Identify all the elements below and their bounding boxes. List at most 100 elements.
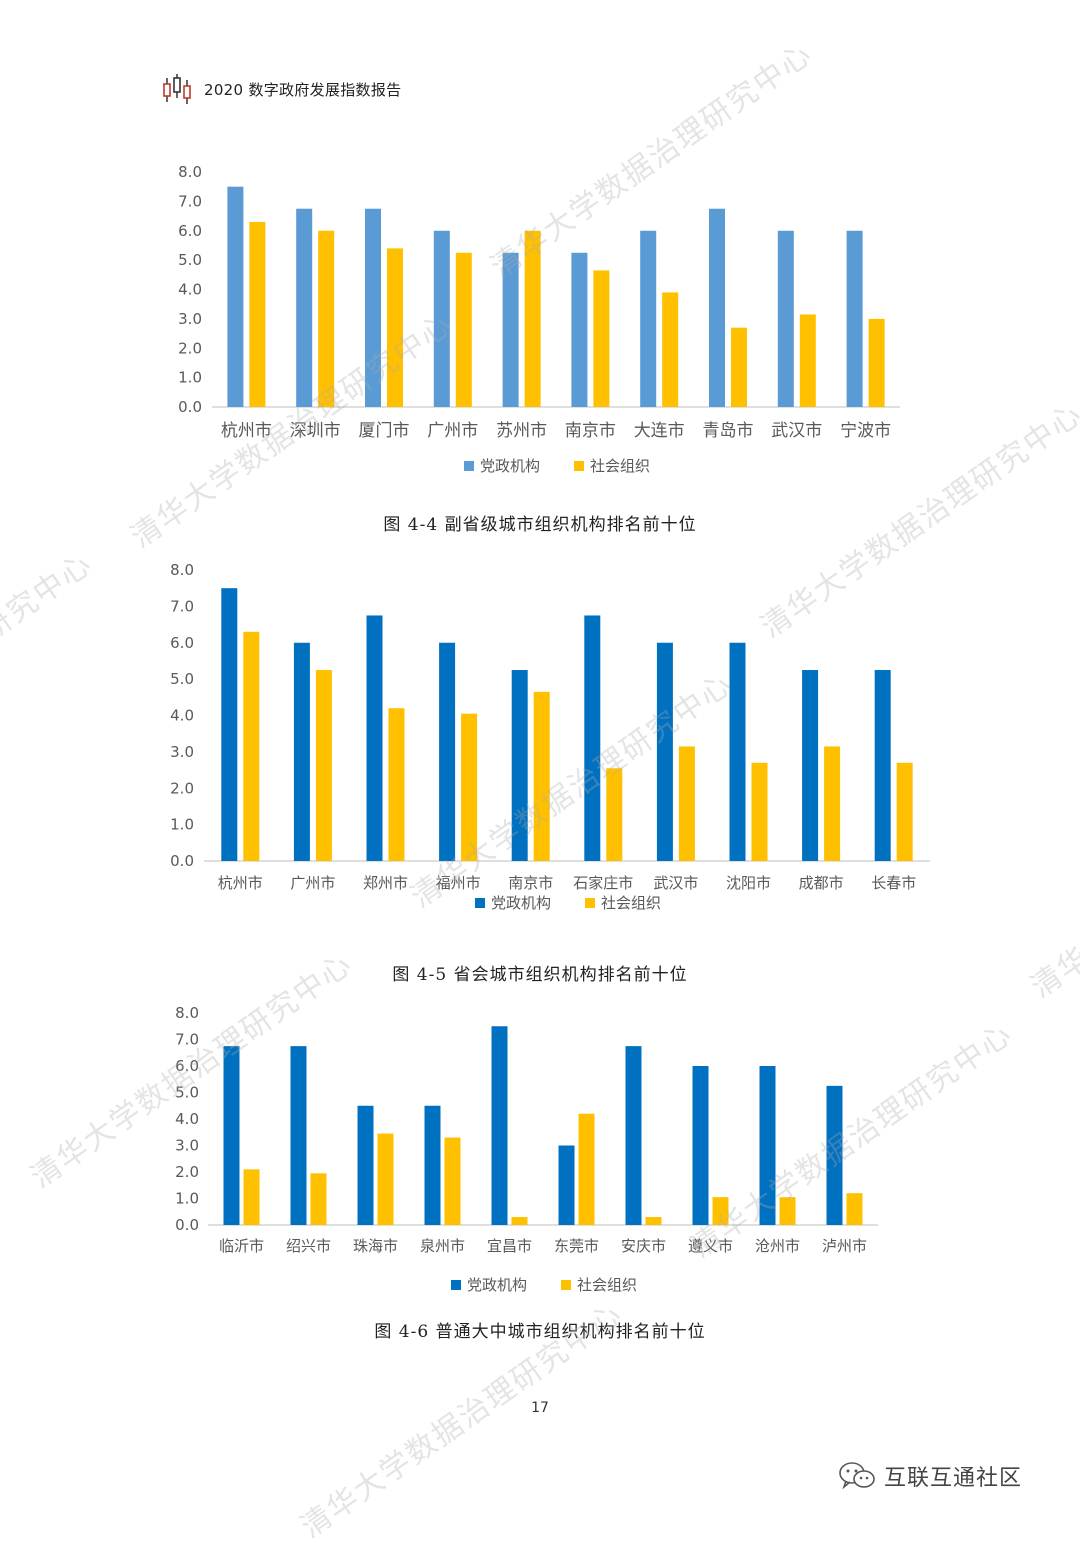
x-category-label: 深圳市 [290,421,341,441]
y-tick-label: 7.0 [178,192,202,210]
brand-footer: 互联互通社区 [838,1460,1022,1492]
page-number: 17 [531,1400,549,1416]
bar-social-organization [824,746,841,861]
y-tick-label: 0.0 [170,852,194,870]
report-title: 2020 数字政府发展指数报告 [204,80,402,99]
bar-party-government [692,1066,709,1225]
x-category-label: 沧州市 [755,1237,800,1255]
bar-social-organization [731,327,747,407]
bar-party-government [777,230,794,407]
x-category-label: 宜昌市 [487,1237,532,1255]
legend-swatch [464,461,474,471]
x-category-label: 郑州市 [363,874,408,892]
bar-social-organization [868,318,885,407]
x-category-label: 绍兴市 [286,1237,331,1255]
y-tick-label: 7.0 [175,1031,199,1049]
bar-social-organization [678,746,695,861]
x-category-label: 福州市 [436,874,481,892]
bar-party-government [826,1085,843,1225]
bar-chart-ordinary-city: 0.0 1.0 2.0 3.0 4.0 5.0 6.0 7.0 8.0 临沂市 绍兴市 珠海市 泉州市 宜… [175,1004,878,1294]
bar-social-organization [799,314,816,407]
bar-social-organization [310,1173,327,1225]
chart-4-6: 0.0 1.0 2.0 3.0 4.0 5.0 6.0 7.0 8.0 临沂市 绍兴市 珠海市 泉州市 宜… [0,1000,1080,1305]
x-category-label: 遵义市 [688,1237,733,1255]
bar-party-government [424,1105,441,1225]
bar-social-organization [662,292,679,407]
bar-party-government [221,588,238,861]
x-category-label: 杭州市 [221,421,272,441]
y-tick-label: 0.0 [175,1216,199,1234]
y-tick-label: 6.0 [170,634,194,652]
x-category-label: 安庆市 [621,1237,666,1255]
x-category-label: 厦门市 [359,421,410,441]
x-category-label: 东莞市 [554,1237,599,1255]
bar-party-government [759,1066,776,1225]
legend-swatch [561,1280,571,1290]
x-category-label: 宁波市 [840,421,891,441]
report-header: 2020 数字政府发展指数报告 [160,72,401,106]
bar-party-government [640,230,657,407]
y-tick-label: 8.0 [170,561,194,579]
bar-party-government [625,1046,642,1225]
bar-party-government [357,1105,374,1225]
x-category-label: 石家庄市 [573,874,633,892]
x-category-label: 南京市 [565,421,616,441]
bar-social-organization [533,691,550,861]
bar-social-organization [461,713,478,861]
legend-swatch [585,898,595,908]
bar-social-organization [524,230,541,407]
y-tick-label: 1.0 [170,816,194,834]
bar-party-government [365,208,381,407]
y-tick-label: 8.0 [178,163,202,181]
bar-social-organization [712,1197,729,1225]
bar-social-organization [387,248,403,407]
bar-party-government [656,642,673,861]
y-tick-label: 5.0 [178,251,202,269]
bar-party-government [571,252,588,407]
y-tick-label: 1.0 [175,1190,199,1208]
x-category-label: 南京市 [508,874,553,892]
y-tick-label: 8.0 [175,1004,199,1022]
x-category-label: 长春市 [871,874,916,892]
x-category-label: 武汉市 [653,874,698,892]
bar-party-government [709,208,725,407]
bar-social-organization [645,1217,662,1225]
bar-social-organization [249,221,266,407]
bar-party-government [511,670,528,861]
legend-label: 党政机构 [467,1276,527,1294]
wechat-icon [839,1462,875,1490]
bar-social-organization [318,230,335,407]
legend-swatch [574,461,584,471]
bar-social-organization [315,670,332,861]
y-tick-label: 4.0 [175,1110,199,1128]
x-category-label: 泸州市 [822,1237,867,1255]
x-category-label: 沈阳市 [726,874,771,892]
x-category-label: 苏州市 [496,421,547,441]
y-tick-label: 2.0 [178,339,202,357]
legend-label: 党政机构 [491,894,551,912]
bar-party-government [433,230,450,407]
y-tick-label: 5.0 [175,1084,199,1102]
legend-label: 社会组织 [577,1276,637,1294]
x-category-label: 杭州市 [218,874,263,892]
y-tick-label: 4.0 [178,281,202,299]
bar-social-organization [444,1137,461,1225]
chart-caption-4-4: 图 4-4 副省级城市组织机构排名前十位 [383,515,697,535]
bar-social-organization [606,768,623,861]
y-tick-label: 5.0 [170,670,194,688]
x-category-label: 青岛市 [703,421,754,441]
y-tick-label: 6.0 [178,222,202,240]
chart-caption-4-6: 图 4-6 普通大中城市组织机构排名前十位 [374,1322,706,1342]
x-category-label: 成都市 [799,874,844,892]
chart-4-4: 0.0 1.0 2.0 3.0 4.0 5.0 6.0 7.0 8.0 杭州市 深圳市 厦门市 广州市苏… [0,150,1080,490]
y-tick-label: 6.0 [175,1057,199,1075]
y-tick-label: 3.0 [170,743,194,761]
legend-label: 党政机构 [480,457,540,475]
bar-party-government [290,1046,307,1225]
legend-swatch [475,898,485,908]
bar-chart-provincial-capital: 0.0 1.0 2.0 3.0 4.0 5.0 6.0 7.0 8.0 杭州市 广州市 郑州市 福州市 南… [170,561,930,912]
bar-social-organization [243,631,260,861]
bar-party-government [227,186,244,407]
brand-text: 互联互通社区 [884,1466,1023,1491]
x-category-label: 珠海市 [353,1237,398,1255]
